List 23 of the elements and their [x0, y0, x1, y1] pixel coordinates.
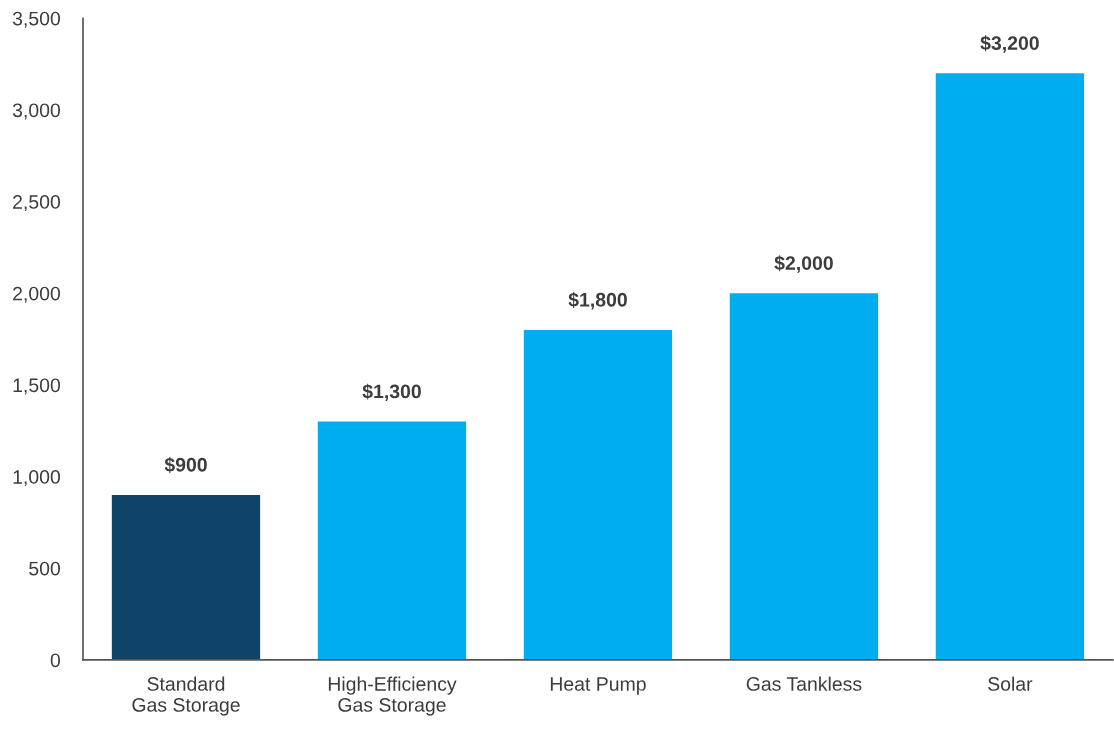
y-tick-label: 3,500 [12, 11, 61, 28]
x-tick-label: High-Efficiency Gas Storage [328, 676, 457, 716]
x-tick-label: Gas Tankless [746, 676, 862, 691]
bar [523, 329, 673, 660]
data-label: $900 [164, 457, 207, 473]
bar [317, 421, 467, 660]
x-tick-label: Heat Pump [550, 677, 646, 695]
data-label: $1,800 [568, 292, 627, 310]
y-tick-label: 1,000 [13, 470, 61, 487]
y-tick-label: 500 [29, 561, 61, 576]
bar [111, 494, 261, 660]
y-tick-label: 2,500 [13, 195, 61, 212]
data-label: $3,200 [980, 35, 1039, 53]
y-tick-label: 3,000 [12, 103, 61, 120]
x-tick-label: Standard Gas Storage [132, 676, 240, 716]
bar [729, 293, 879, 660]
y-tick-label: 1,500 [13, 378, 61, 395]
bar [935, 73, 1085, 660]
y-tick-label: 0 [50, 653, 61, 668]
data-label: $2,000 [774, 255, 833, 273]
data-label: $1,300 [362, 383, 421, 402]
y-tick-label: 2,000 [13, 286, 61, 303]
x-tick-label: Solar [988, 676, 1033, 691]
